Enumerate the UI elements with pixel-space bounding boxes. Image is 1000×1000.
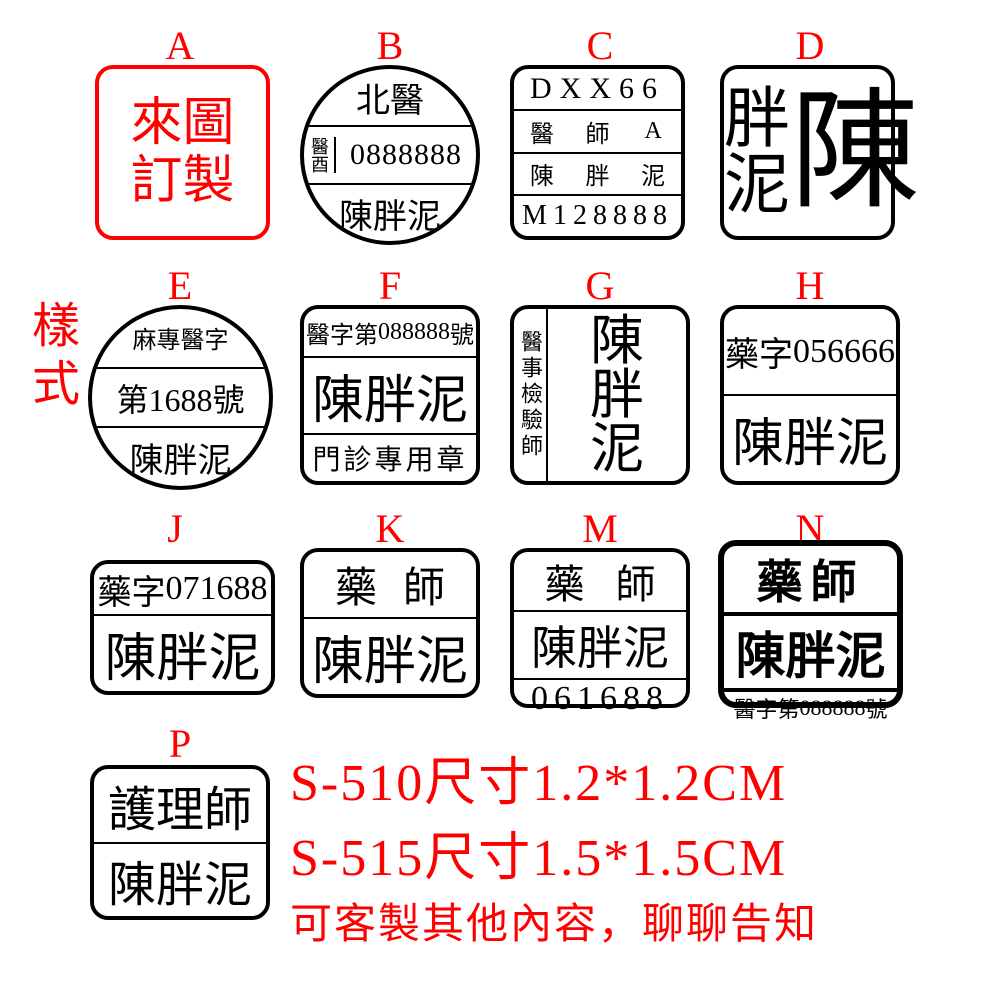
stamp-h-bot: 陳胖泥 [732, 401, 888, 476]
stamp-b-mid-right: 0888888 [336, 138, 476, 172]
stamp-p-top: 護理師 [108, 770, 252, 840]
stamp-g: 醫事檢驗師 陳 胖 泥 [510, 305, 690, 485]
stamp-h: 藥字 056666 陳胖泥 [720, 305, 900, 485]
letter-m: M [580, 505, 620, 552]
letter-c: C [580, 22, 620, 69]
info-line1: S-510尺寸1.2*1.2CM [290, 740, 787, 815]
letter-g: G [580, 262, 620, 309]
letter-d: D [790, 22, 830, 69]
stamp-e-top: 麻專醫字 [133, 320, 229, 355]
stamp-m-mid: 陳胖泥 [531, 612, 669, 678]
stamp-f-bot: 門診專用章 [312, 438, 467, 478]
stamp-n-mid: 陳胖泥 [736, 616, 886, 688]
letter-f: F [370, 262, 410, 309]
stamp-e-mid: 第1688號 [116, 375, 244, 421]
stamp-b-bot: 陳胖泥 [339, 189, 441, 238]
stamp-d-l1: 胖 [724, 87, 790, 153]
info-line2: S-515尺寸1.5*1.5CM [290, 815, 787, 890]
stamp-k-topl: 藥 [335, 554, 377, 615]
stamp-b: 北醫 醫酉 0888888 陳胖泥 [300, 65, 480, 245]
stamp-m: 藥 師 陳胖泥 061688 [510, 548, 690, 708]
stamp-f-topl: 醫字第 [306, 315, 378, 350]
stamp-d-l2: 泥 [724, 153, 790, 219]
stamp-b-top: 北醫 [356, 73, 424, 122]
stamp-a-line1: 來圖 [130, 95, 234, 152]
stamp-n-botr: 088888 [800, 695, 866, 721]
stamp-g-l3: 泥 [590, 422, 644, 476]
stamp-k-bot: 陳胖泥 [312, 619, 468, 694]
stamp-h-topl: 藥字 [725, 327, 793, 376]
stamp-n-botl: 醫字第 [733, 692, 799, 724]
stamp-c-r3b: 胖 [570, 156, 626, 191]
stamp-p-bot: 陳胖泥 [108, 845, 252, 915]
stamp-b-mid-left: 醫酉 [304, 137, 336, 173]
stamp-e: 麻專醫字 第1688號 陳胖泥 [88, 305, 273, 490]
stamp-g-l1: 陳 [590, 314, 644, 368]
stamp-k-topr: 師 [403, 554, 445, 615]
stamp-g-l2: 胖 [590, 368, 644, 422]
stamp-j-bot: 陳胖泥 [104, 616, 260, 691]
letter-p: P [160, 720, 200, 767]
stamp-h-topr: 056666 [793, 333, 895, 371]
stamp-c-r2a: 醫 [514, 114, 570, 149]
stamp-j: 藥字 071688 陳胖泥 [90, 560, 275, 695]
stamp-a-line2: 訂製 [130, 153, 234, 210]
stamp-d: 胖 泥 陳 [720, 65, 895, 240]
stamp-e-bot: 陳胖泥 [130, 433, 232, 482]
letter-a: A [160, 22, 200, 69]
stamp-f: 醫字第 088888 號 陳胖泥 門診專用章 [300, 305, 480, 485]
stamp-n-top: 藥師 [757, 546, 865, 612]
stamp-c-r3a: 陳 [514, 156, 570, 191]
letter-b: B [370, 22, 410, 69]
stamp-f-topr: 088888 [378, 319, 450, 346]
stamp-n-botr2: 號 [866, 692, 888, 724]
stamp-m-topr: 師 [616, 552, 656, 610]
stamp-n: 藥師 陳胖泥 醫字第 088888 號 [718, 540, 903, 708]
stamp-c-r3c: 泥 [625, 156, 681, 191]
side-style-label: 樣式 [15, 300, 85, 416]
stamp-a: 來圖 訂製 [95, 65, 270, 240]
stamp-c-r2b: 師 [570, 114, 626, 149]
stamp-j-topr: 071688 [166, 570, 268, 608]
letter-k: K [370, 505, 410, 552]
stamp-f-topr2: 號 [450, 315, 474, 350]
info-line3: 可客製其他內容，聊聊告知 [290, 890, 818, 951]
stamp-j-topl: 藥字 [98, 565, 166, 614]
letter-e: E [160, 262, 200, 309]
stamp-p: 護理師 陳胖泥 [90, 765, 270, 920]
stamp-g-side: 醫事檢驗師 [514, 309, 548, 481]
stamp-c-r4: M128888 [514, 196, 681, 236]
stamp-d-right: 陳 [790, 88, 920, 218]
stamp-c-r1: DXX66 [514, 69, 681, 111]
stamp-k: 藥 師 陳胖泥 [300, 548, 480, 698]
letter-j: J [155, 505, 195, 552]
stamp-m-bot: 061688 [531, 680, 669, 718]
stamp-f-mid: 陳胖泥 [312, 358, 468, 433]
letter-h: H [790, 262, 830, 309]
stamp-c-r2c: A [625, 118, 681, 145]
stamp-m-topl: 藥 [545, 552, 585, 610]
stamp-c: DXX66 醫 師 A 陳 胖 泥 M128888 [510, 65, 685, 240]
